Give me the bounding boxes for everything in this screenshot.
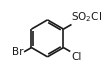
Text: Cl: Cl <box>71 52 81 62</box>
Text: Br: Br <box>12 47 23 57</box>
Text: $\mathregular{SO_2Cl}$: $\mathregular{SO_2Cl}$ <box>71 11 102 24</box>
